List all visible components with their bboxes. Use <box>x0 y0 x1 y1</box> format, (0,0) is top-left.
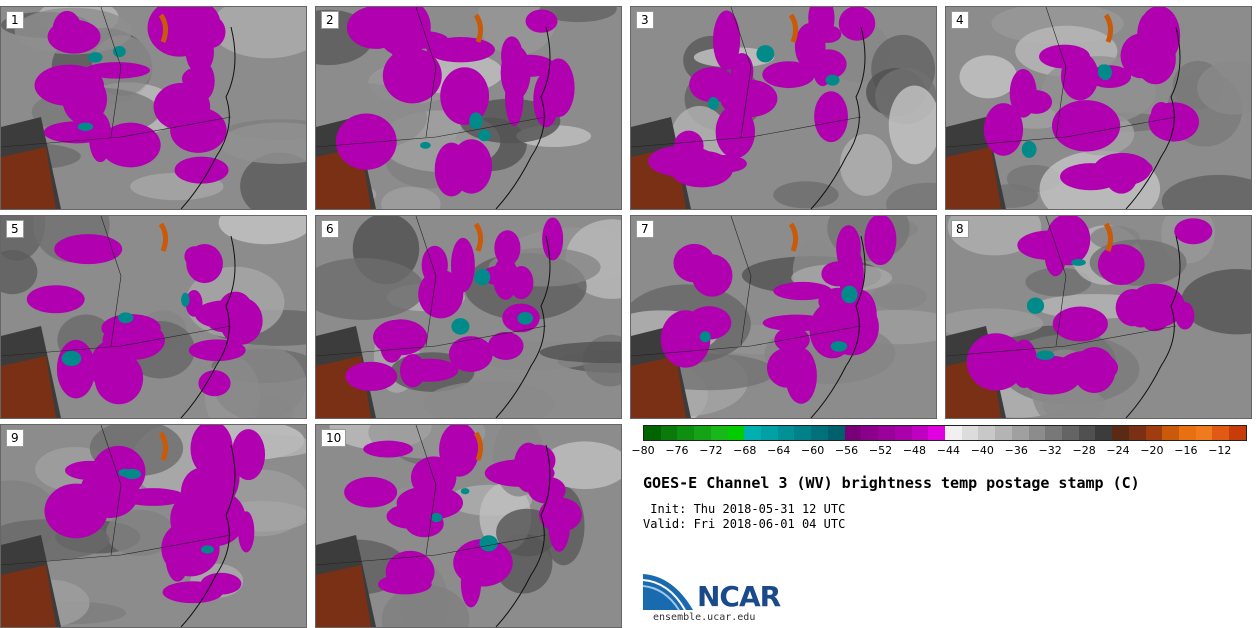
water-vapor-map <box>1 216 306 418</box>
water-vapor-map <box>946 216 1251 418</box>
colorbar-segment <box>1011 426 1029 440</box>
colorbar-segment <box>1195 426 1213 440</box>
colorbar-tick-label: −76 <box>665 444 689 457</box>
colorbar-tick-label: −60 <box>801 444 825 457</box>
water-vapor-map <box>316 216 621 418</box>
postage-stamp-panel: 6 <box>315 215 622 419</box>
init-time: Init: Thu 2018-05-31 12 UTC <box>643 502 846 516</box>
postage-stamp-panel: 5 <box>0 215 307 419</box>
figure-title: GOES-E Channel 3 (WV) brightness temp po… <box>643 474 1140 492</box>
colorbar-segment <box>1162 426 1179 440</box>
colorbar-segment <box>694 426 711 440</box>
colorbar-tick-label: −40 <box>970 444 994 457</box>
colorbar-segment <box>961 426 979 440</box>
colorbar <box>643 425 1247 441</box>
valid-time: Valid: Fri 2018-06-01 04 UTC <box>643 517 846 531</box>
colorbar-segment <box>644 426 661 440</box>
water-vapor-map <box>631 216 936 418</box>
colorbar-segment <box>1212 426 1230 440</box>
panel-number: 9 <box>6 429 24 447</box>
ncar-logo-icon <box>643 574 693 611</box>
colorbar-segment <box>1078 426 1096 440</box>
colorbar-segment <box>677 426 695 440</box>
colorbar-segment <box>727 426 745 440</box>
colorbar-tick-label: −36 <box>1004 444 1028 457</box>
colorbar-segment <box>777 426 795 440</box>
panel-number: 1 <box>6 11 24 29</box>
colorbar-segment <box>894 426 912 440</box>
colorbar-segment <box>660 426 678 440</box>
colorbar-segment <box>710 426 728 440</box>
colorbar-segment <box>1128 426 1146 440</box>
colorbar-segment <box>1045 426 1062 440</box>
colorbar-segment <box>761 426 778 440</box>
colorbar-segment <box>1145 426 1163 440</box>
colorbar-segment <box>744 426 762 440</box>
panel-number: 3 <box>636 11 654 29</box>
colorbar-tick-label: −48 <box>902 444 927 457</box>
colorbar-tick-label: −64 <box>767 444 791 457</box>
colorbar-segment <box>1112 426 1129 440</box>
colorbar-segment <box>978 426 996 440</box>
colorbar-segment <box>911 426 929 440</box>
colorbar-tick-label: −20 <box>1140 444 1164 457</box>
postage-stamp-panel: 9 <box>0 424 307 628</box>
colorbar-tick-label: −52 <box>868 444 893 457</box>
colorbar-tick-label: −16 <box>1174 444 1198 457</box>
colorbar-tick-label: −12 <box>1208 444 1232 457</box>
colorbar-segment <box>827 426 845 440</box>
ncar-logo-text: NCAR <box>697 580 781 613</box>
water-vapor-map <box>1 425 306 627</box>
colorbar-tick-label: −68 <box>733 444 757 457</box>
colorbar-segment <box>878 426 895 440</box>
water-vapor-map <box>316 7 621 209</box>
colorbar-ticks: −80 −76 −72 −68 −64 −60 −56 −52 −48 −44 −40 −36 −32−… <box>631 444 1247 460</box>
panel-number: 7 <box>636 220 654 238</box>
postage-stamp-panel: 3 <box>630 6 937 210</box>
postage-stamp-panel: 1 <box>0 6 307 210</box>
colorbar-tick-label: −56 <box>834 444 859 457</box>
panel-number: 10 <box>321 429 347 447</box>
colorbar-segment <box>1095 426 1113 440</box>
postage-stamp-panel: 8 <box>945 215 1252 419</box>
panel-number: 5 <box>6 220 24 238</box>
colorbar-segment <box>811 426 828 440</box>
water-vapor-map <box>1 7 306 209</box>
colorbar-tick-label: −72 <box>699 444 723 457</box>
colorbar-segment <box>1179 426 1196 440</box>
postage-stamp-panel: 2 <box>315 6 622 210</box>
site-url: ensemble.ucar.edu <box>653 612 756 623</box>
panel-number: 6 <box>321 220 339 238</box>
colorbar-segment <box>995 426 1012 440</box>
colorbar-segment <box>928 426 945 440</box>
water-vapor-map <box>631 7 936 209</box>
colorbar-segment <box>1229 426 1246 440</box>
postage-stamp-panel: 10 <box>315 424 622 628</box>
postage-stamp-panel: 4 <box>945 6 1252 210</box>
panel-number: 2 <box>321 11 339 29</box>
colorbar-tick-label: −80 <box>631 444 655 457</box>
colorbar-tick-label: −24 <box>1106 444 1130 457</box>
colorbar-segment <box>861 426 879 440</box>
colorbar-segment <box>794 426 812 440</box>
colorbar-segment <box>1028 426 1046 440</box>
panel-number: 4 <box>951 11 969 29</box>
panel-number: 8 <box>951 220 969 238</box>
water-vapor-map <box>316 425 621 627</box>
colorbar-segment <box>1061 426 1079 440</box>
colorbar-tick-label: −44 <box>936 444 960 457</box>
colorbar-tick-label: −28 <box>1072 444 1096 457</box>
water-vapor-map <box>946 7 1251 209</box>
postage-stamp-panel: 7 <box>630 215 937 419</box>
colorbar-tick-label: −32 <box>1038 444 1062 457</box>
colorbar-segment <box>844 426 862 440</box>
colorbar-segment <box>944 426 962 440</box>
